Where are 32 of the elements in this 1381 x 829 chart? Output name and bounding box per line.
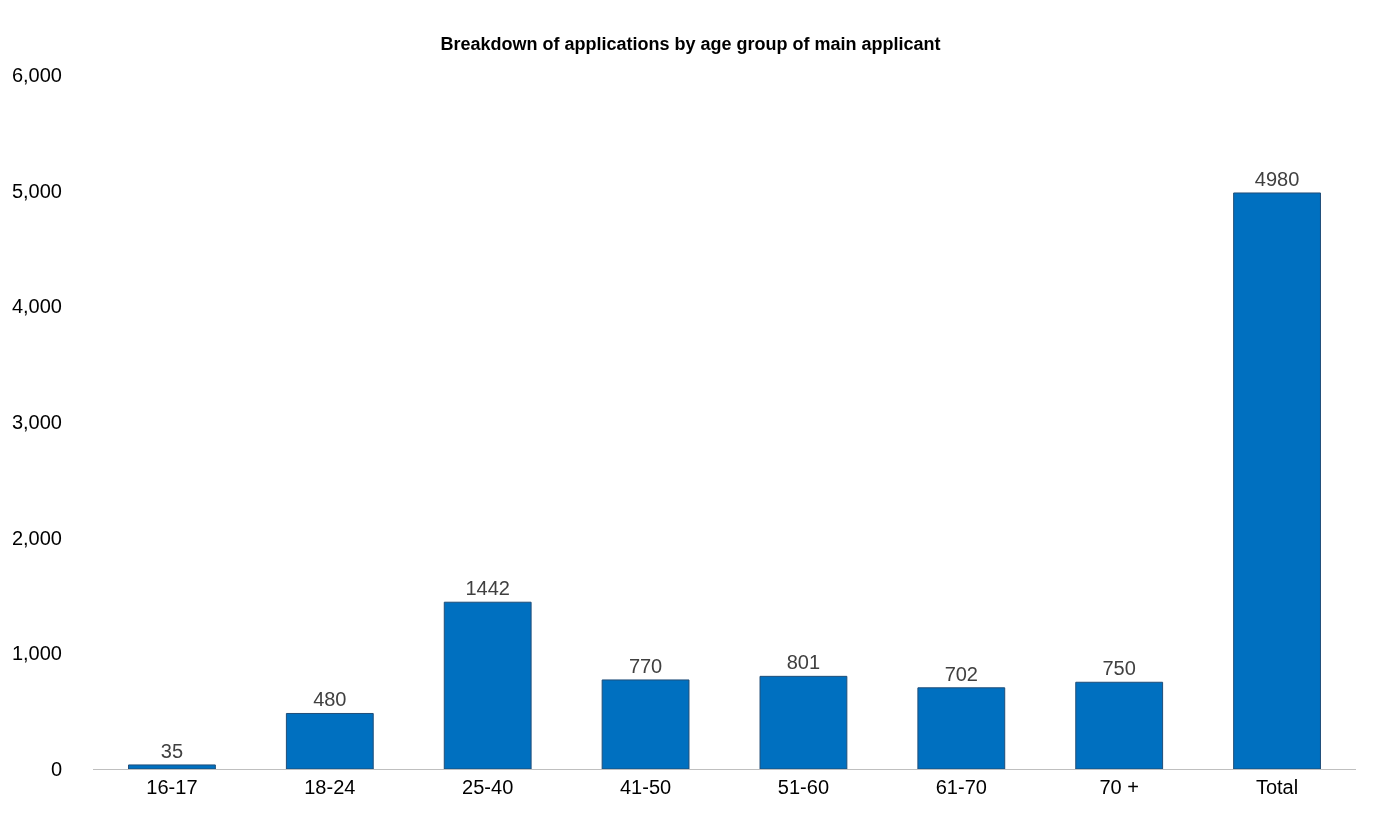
- x-tick-label: Total: [1255, 776, 1299, 798]
- bar: [128, 764, 216, 769]
- bar: [1233, 192, 1321, 769]
- y-tick-label: 3,000: [11, 411, 62, 433]
- x-tick-label: 41-50: [619, 776, 672, 798]
- data-label: 1442: [465, 577, 510, 600]
- x-tick-label: 18-24: [304, 776, 356, 798]
- data-label: 4980: [1254, 167, 1300, 190]
- y-tick-label: 6,000: [11, 64, 62, 86]
- x-tick-label: 61-70: [935, 776, 987, 798]
- data-label: 480: [313, 688, 347, 711]
- data-label: 770: [628, 654, 663, 677]
- x-tick-label: 51-60: [777, 776, 830, 798]
- y-tick-label: 4,000: [11, 295, 62, 318]
- y-tick-label: 5,000: [11, 179, 62, 202]
- bar: [601, 679, 690, 769]
- bar: [443, 601, 532, 769]
- bar: [285, 712, 374, 769]
- bar: [1075, 681, 1164, 769]
- data-label: 750: [1102, 657, 1136, 680]
- data-label: 702: [944, 662, 978, 685]
- data-label: 35: [160, 739, 184, 762]
- y-tick-label: 2,000: [11, 526, 62, 549]
- y-tick-label: 0: [50, 758, 62, 780]
- x-tick-label: 70 +: [1099, 776, 1139, 798]
- chart-title: Breakdown of applications by age group of main applicant: [440, 33, 941, 54]
- x-tick-label: 16-17: [146, 776, 198, 798]
- bar: [917, 687, 1006, 769]
- data-label: 801: [786, 651, 821, 674]
- x-tick-label: 25-40: [462, 776, 514, 798]
- bar: [759, 675, 848, 769]
- y-tick-label: 1,000: [11, 642, 62, 665]
